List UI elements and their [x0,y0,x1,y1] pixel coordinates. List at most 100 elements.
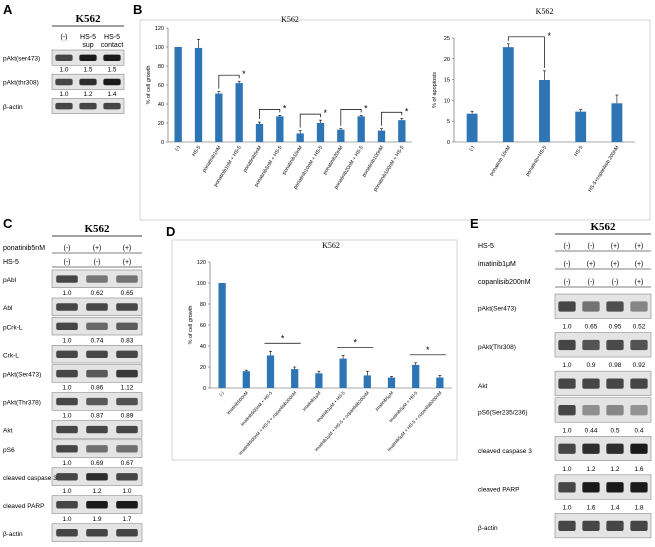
y-tick-label: 60 [158,83,164,89]
category-label: imatinib500nM [226,390,249,415]
category-label: ponatinib1nM [202,145,223,174]
blot-band [558,378,576,389]
quant-value: 0.62 [91,290,104,297]
y-tick-label: 0 [203,386,206,392]
y-tick-label: 20 [200,365,206,371]
bar [387,377,396,388]
y-tick-label: 0 [161,140,164,146]
cell-line-label: K562 [84,223,110,235]
quant-value: 1.12 [121,385,134,392]
blot-band [79,102,97,110]
significance-star: * [364,103,368,113]
blot-band [582,443,600,454]
chart-frame [171,239,458,461]
treatment-sign: (-) [64,245,71,252]
quant-value: 1.8 [634,504,643,511]
blot-band [56,275,78,283]
blot-band [56,425,78,434]
blot-band [103,102,121,110]
blot-band [86,529,108,537]
y-axis-label: % of cell growth [188,306,194,345]
bar [315,373,323,388]
blot-band [56,473,78,481]
significance-star: * [353,337,357,347]
blot-band [630,301,648,312]
blot-band [79,54,97,62]
blot-label: cleaved PARP [478,486,519,493]
lane-label: contact [101,42,124,49]
lane-label: sup [82,42,93,49]
category-label: (-) [468,145,476,153]
category-label: (-) [174,145,182,153]
bar [502,47,514,142]
blot-band [103,54,121,62]
blot-band [86,275,108,283]
blot-band [630,520,648,532]
quant-value: 0.69 [91,460,104,467]
treatment-sign: (-) [564,243,571,250]
quant-value: 1.0 [62,488,71,495]
lane-label: HS-5 [104,34,120,41]
blot-band [558,482,576,493]
category-label: imatinib1μM + HS-5 + copanlisib200nM [314,390,370,452]
quant-value: 0.44 [585,427,598,434]
treatment-label: imatinib1μM [478,261,516,268]
quant-value: 1.6 [634,466,643,473]
y-tick-label: 20 [158,121,164,127]
bar [575,111,587,142]
blot-band [606,301,624,312]
blot-label: cleaved caspase 3 [3,475,57,482]
quant-value: 0.65 [121,290,134,297]
blot-band [630,443,648,454]
treatment-label: HS-5 [478,243,494,250]
quant-value: 1.0 [562,362,571,369]
blot-band [86,303,108,311]
treatment-sign: (+) [611,261,620,268]
quant-value: 1.0 [62,516,71,523]
blot-band [606,405,624,416]
blot-band [582,520,600,532]
treatment-sign: (-) [64,259,71,266]
y-tick-label: 10 [444,98,450,104]
treatment-label: ponatinib5nM [3,245,45,252]
category-label: ponatinib 10nM [489,145,512,177]
blot-band [558,301,576,312]
y-tick-label: 80 [158,64,164,70]
significance-star: * [283,103,287,113]
significance-star: * [281,333,285,343]
treatment-label: copanlisib200nM [478,279,531,286]
blot-band [56,322,78,331]
blot-label: Akt [478,383,488,390]
quant-value: 1.0 [62,385,71,392]
y-tick-label: 40 [158,102,164,108]
blot-band [116,473,138,481]
blot-label: Abl [3,305,13,312]
bar [539,80,550,142]
quant-value: 1.0 [122,488,131,495]
bar [276,116,284,142]
blot-label: Crk-L [3,352,19,359]
blot-label: pAbl [3,277,17,284]
quant-value: 0.4 [634,427,643,434]
treatment-sign: (+) [635,261,644,268]
bar [377,130,386,142]
quant-value: 0.74 [91,337,104,344]
bar [611,103,623,142]
quant-value: 1.2 [586,466,595,473]
quant-value: 0.67 [121,460,134,467]
blot-band [582,378,600,389]
bar [174,47,182,142]
quant-value: 1.4 [610,504,619,511]
quant-value: 1.0 [62,337,71,344]
category-label: imatinib5μM + HS-5 + copanlisib200nM [386,390,442,452]
blot-band [582,301,600,312]
blot-band [116,529,138,537]
blot-band [86,397,108,406]
category-label: (-) [218,390,225,397]
blot-label: β-actin [3,104,23,111]
blot-band [86,501,108,509]
blot-band [55,54,73,62]
lane-label: HS-5 [80,34,96,41]
cell-line-label: K562 [590,221,616,233]
